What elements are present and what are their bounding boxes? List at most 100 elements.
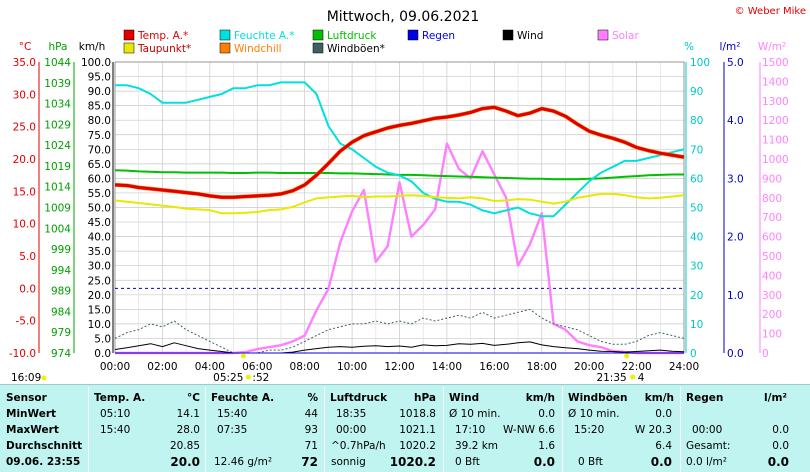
tick-label-wm2: 400	[762, 270, 782, 282]
temp-min-value: 14.1	[176, 408, 200, 420]
tick-label-wm2: 600	[762, 232, 782, 244]
wind-min-label: Ø 10 min.	[449, 408, 501, 420]
hum-abs-value: 12.46 g/m²	[214, 456, 273, 468]
wind-min-value: 0.0	[538, 408, 555, 420]
tick-label-kmh: 45.0	[88, 217, 111, 229]
axis-unit-hpa: hPa	[49, 41, 68, 53]
legend-swatch-0	[123, 29, 135, 41]
tick-label-kmh: 90.0	[88, 86, 111, 98]
x-tick-label: 00:00	[100, 361, 130, 373]
sunset-marker	[624, 353, 630, 359]
tick-label-pct: 80	[690, 115, 703, 127]
hum-min-time: 15:40	[217, 408, 248, 420]
tick-label-wm2: 1000	[762, 154, 789, 166]
legend-label-5: Solar	[612, 30, 639, 42]
rain-now-label: 0.0 l/m²	[686, 456, 727, 468]
legend-swatch-4	[502, 29, 514, 41]
wind-max-time: 17:10	[455, 424, 486, 436]
x-tick-label: 12:00	[384, 361, 414, 373]
wind-avg-value: 1.6	[538, 440, 555, 452]
tick-label-kmh: 25.0	[88, 275, 111, 287]
tick-label-lm2: 2.0	[727, 232, 744, 244]
series-line-feuchtea	[115, 81, 685, 218]
hum-now-value: 72	[301, 455, 318, 469]
x-axis-ticks: 00:00 02:00 04:00 06:00 08:00 10:00 12:00 14:00…	[100, 361, 699, 373]
row-label-sensor: Sensor	[6, 392, 47, 404]
tick-label-kmh: 35.0	[88, 246, 111, 258]
tick-label-temp_c: 35.0	[13, 57, 36, 69]
current-time: 16:09	[11, 372, 41, 384]
tick-label-kmh: 30.0	[88, 261, 111, 273]
tick-label-pct: 20	[690, 290, 703, 302]
sunset-extra: 4	[638, 372, 645, 384]
tick-label-kmh: 65.0	[88, 159, 111, 171]
tick-label-hpa: 1044	[44, 57, 71, 69]
tick-label-hpa: 999	[51, 244, 71, 256]
pres-unit: hPa	[414, 392, 436, 404]
x-tick-label: 18:00	[527, 361, 557, 373]
legend-label-2: Luftdruck	[327, 30, 377, 42]
wind-bft: 0 Bft	[455, 456, 480, 468]
rain-max-time: 00:00	[692, 424, 723, 436]
tick-label-wm2: 700	[762, 212, 782, 224]
tick-label-hpa: 1034	[44, 99, 71, 111]
tick-label-temp_c: -5.0	[16, 316, 37, 328]
wind-distance: 39.2 km	[455, 440, 499, 452]
tick-label-kmh: 100.0	[81, 57, 111, 69]
pres-max-value: 1021.1	[399, 424, 436, 436]
tick-label-temp_c: 5.0	[19, 251, 36, 263]
tick-label-lm2: 3.0	[727, 173, 744, 185]
pres-min-value: 1018.8	[399, 408, 436, 420]
temp-max-time: 15:40	[100, 424, 131, 436]
tick-label-wm2: 800	[762, 193, 782, 205]
tick-label-hpa: 994	[51, 265, 71, 277]
legend-swatch-2	[312, 29, 324, 41]
tick-label-temp_c: 15.0	[13, 186, 36, 198]
pres-trend: ^0.7hPa/h	[331, 440, 386, 452]
credit-text: © Weber Mike	[735, 6, 806, 17]
chart-legend: Temp. A.* Feuchte A.* Luftdruck Regen Wind So…	[123, 29, 639, 55]
tick-label-temp_c: 0.0	[19, 283, 36, 295]
hum-max-time: 07:35	[217, 424, 248, 436]
tick-label-lm2: 0.0	[727, 348, 744, 360]
axis-unit-temp_c: °C	[19, 41, 32, 53]
gust-max-time: 15:20	[574, 424, 605, 436]
legend-label-6: Taupunkt*	[137, 43, 191, 55]
pres-now-value: 1020.2	[389, 455, 436, 469]
pres-header: Luftdruck	[330, 392, 388, 404]
tick-label-kmh: 50.0	[88, 203, 111, 215]
pres-forecast: sonnig	[331, 456, 366, 468]
tick-label-temp_c: 20.0	[13, 154, 36, 166]
tick-label-hpa: 984	[51, 306, 71, 318]
tick-label-kmh: 55.0	[88, 188, 111, 200]
legend-label-1: Feuchte A.*	[234, 30, 295, 42]
tick-label-kmh: 0.0	[94, 348, 111, 360]
axis-units: °C hPa km/h% l/m² W/m²	[19, 41, 786, 53]
pres-min-time: 18:35	[336, 408, 367, 420]
rain-header: Regen	[686, 392, 724, 404]
tick-label-lm2: 1.0	[727, 290, 744, 302]
sunrise-extra: :52	[252, 372, 269, 384]
series-line-wind	[114, 341, 685, 354]
x-tick-label: 20:00	[574, 361, 604, 373]
tick-label-pct: 60	[690, 173, 703, 185]
tick-label-kmh: 75.0	[88, 130, 111, 142]
tick-label-pct: 90	[690, 86, 703, 98]
legend-label-4: Wind	[517, 30, 543, 42]
rain-now-value: 0.0	[767, 455, 789, 469]
gust-bft: 0 Bft	[578, 456, 603, 468]
hum-header: Feuchte A.	[211, 392, 275, 404]
weather-chart: Mittwoch, 09.06.2021 © Weber Mike Temp. …	[9, 6, 806, 384]
rain-unit: l/m²	[764, 392, 787, 404]
sun-markers: 05:25:52 21:35 4 16:09	[11, 353, 645, 384]
tick-label-temp_c: 30.0	[13, 89, 36, 101]
tick-label-kmh: 40.0	[88, 232, 111, 244]
tick-label-temp_c: 10.0	[13, 219, 36, 231]
tick-label-wm2: 1300	[762, 96, 789, 108]
tick-label-kmh: 15.0	[88, 304, 111, 316]
tick-label-wm2: 1400	[762, 76, 789, 88]
wind-unit: km/h	[525, 392, 555, 404]
hum-min-value: 44	[304, 408, 318, 420]
temp-avg-value: 20.85	[169, 440, 200, 452]
tick-label-pct: 10	[690, 319, 703, 331]
